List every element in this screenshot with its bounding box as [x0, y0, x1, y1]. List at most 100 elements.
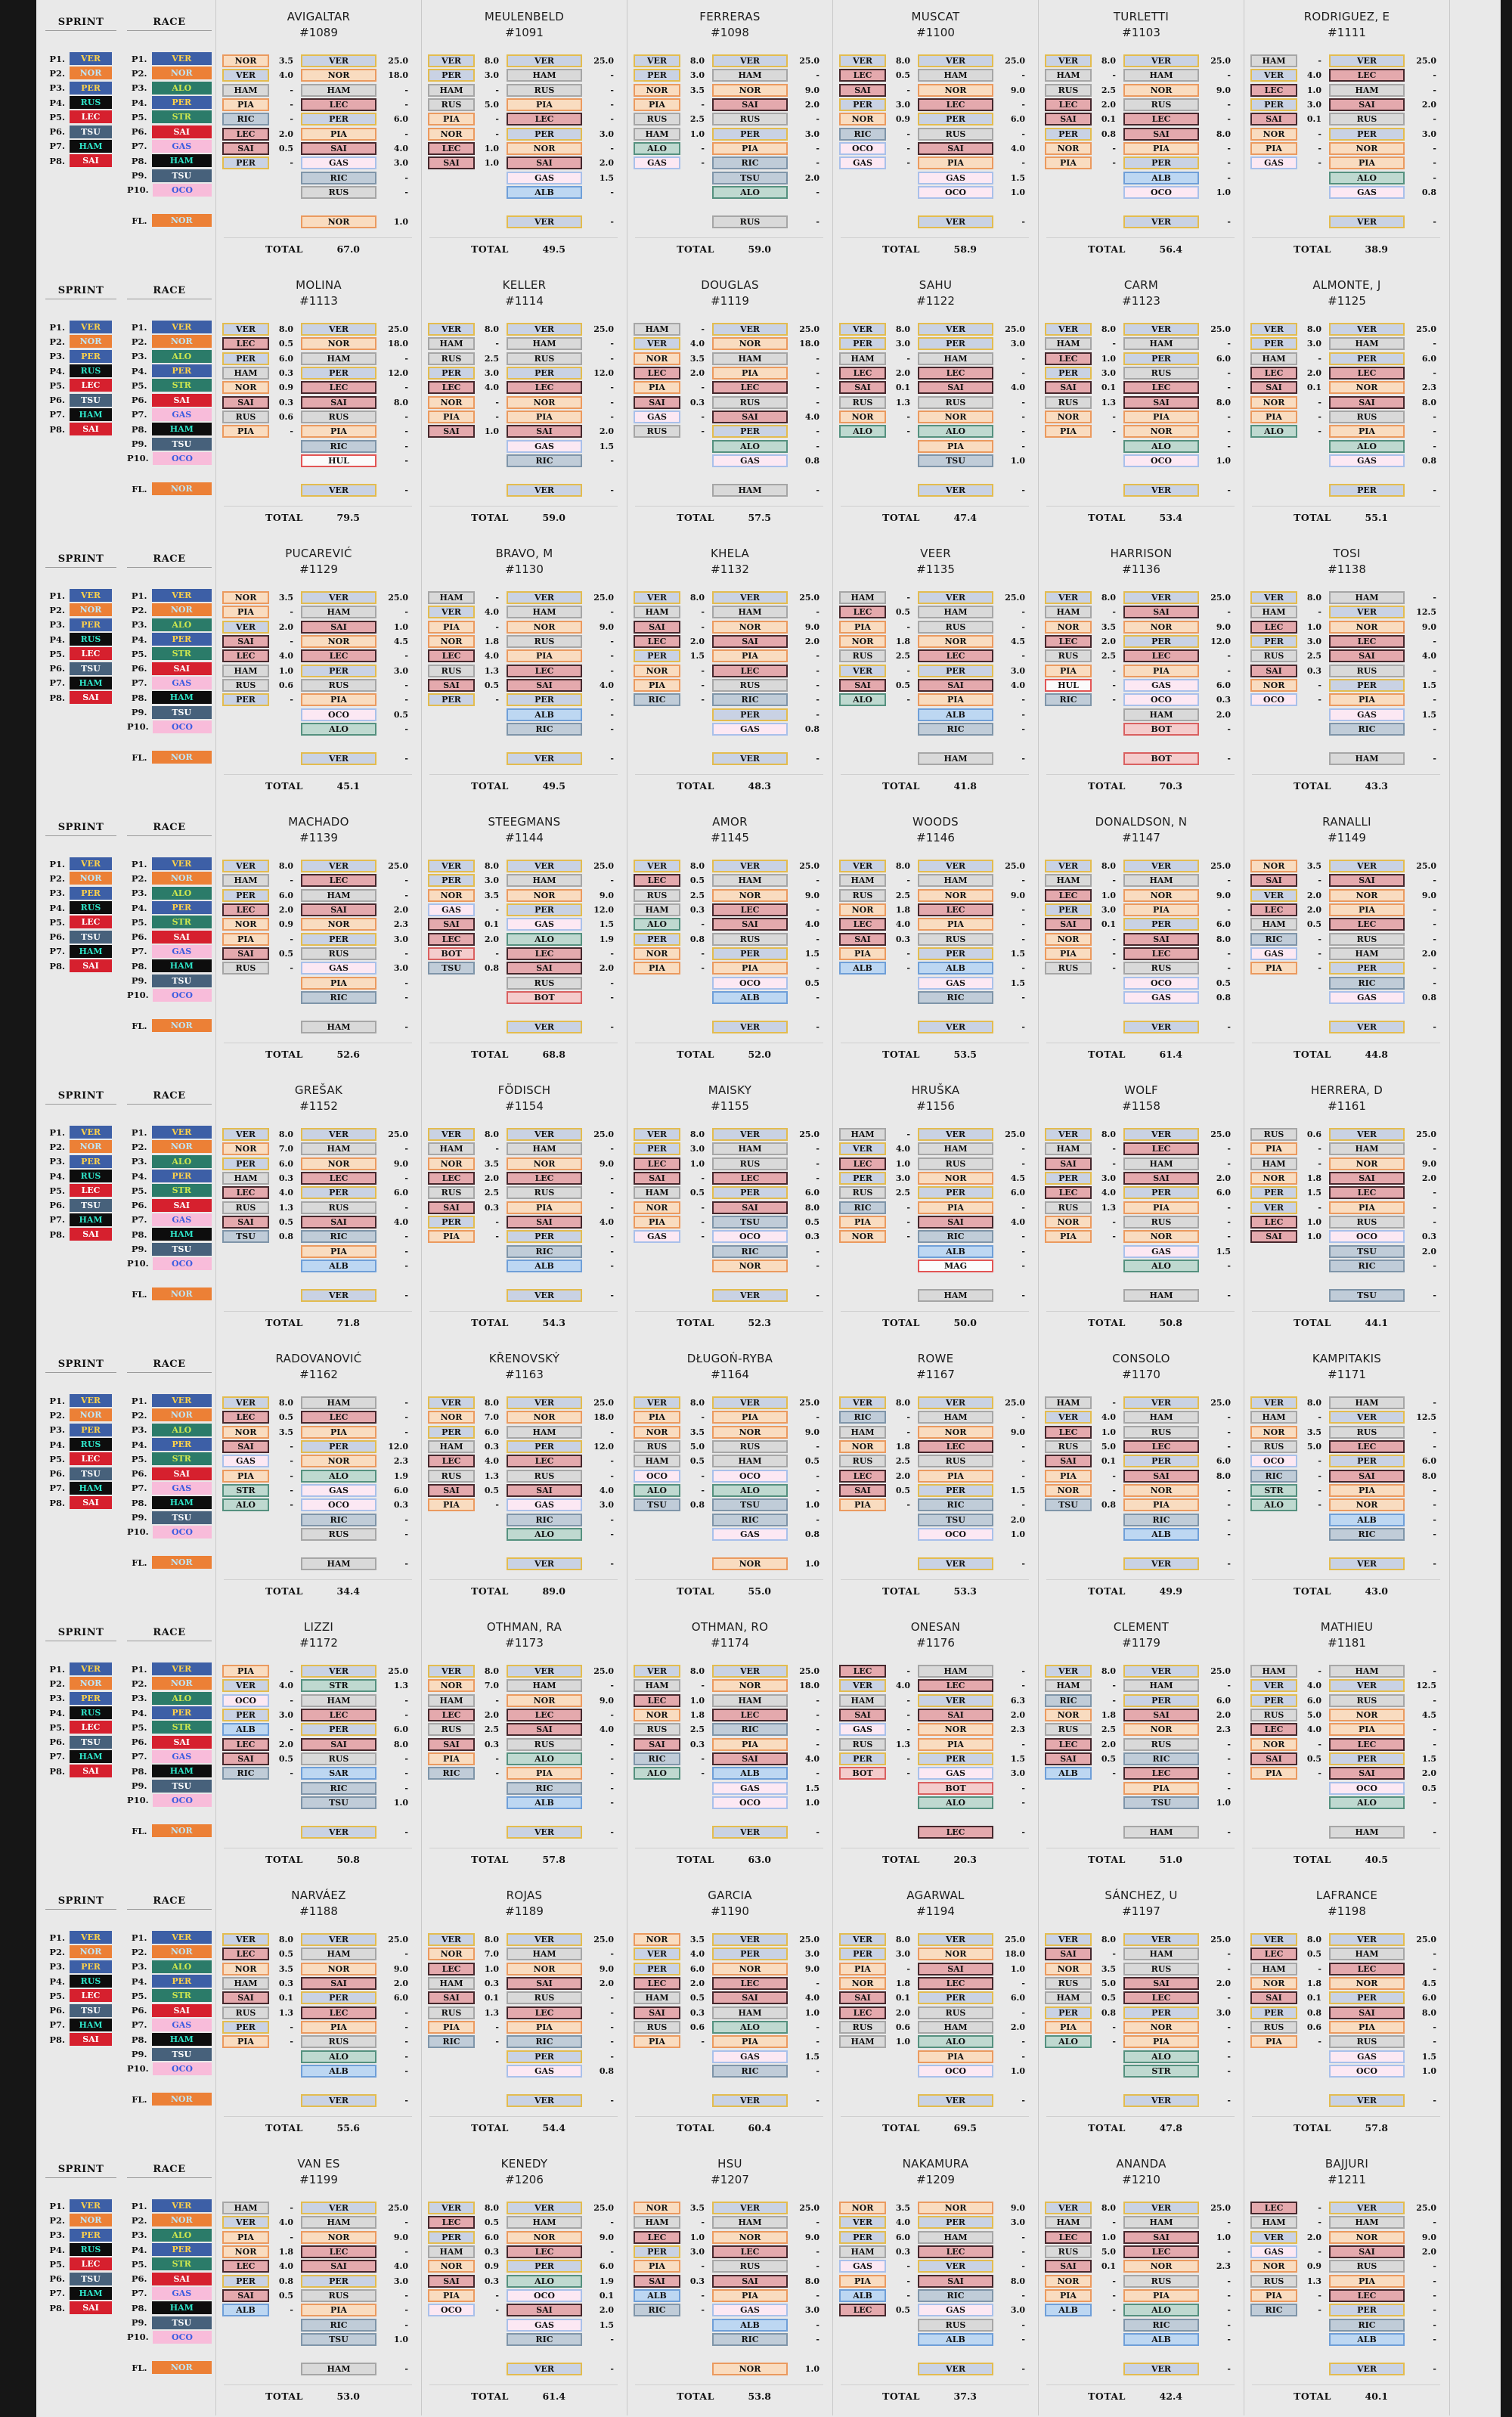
result-row: P4. RUS: [45, 1974, 116, 1988]
points-value: -: [816, 2037, 820, 2047]
points-value: -: [290, 695, 293, 705]
points-value: 18.0: [799, 339, 820, 349]
points-value: -: [404, 172, 408, 183]
position-label: P7.: [131, 2019, 147, 2031]
points-value: 2.0: [1010, 1514, 1025, 1525]
player-name: KELLER: [502, 278, 547, 292]
prediction-row: SAI -: [1250, 873, 1321, 888]
prediction-row: VER 25.0: [507, 2201, 614, 2215]
prediction-cell: ALB: [222, 1723, 269, 1737]
prediction-row: NOR -: [1250, 1737, 1321, 1751]
prediction-cell: VER: [1123, 1933, 1199, 1947]
points-value: -: [906, 1427, 910, 1437]
prediction-cell: LEC: [428, 141, 475, 155]
prediction-cell: NOR: [634, 664, 680, 677]
prediction-cell: ALO: [507, 932, 582, 946]
points-value: 25.0: [1005, 324, 1025, 335]
prediction-cell: ALB: [918, 708, 993, 721]
points-value: -: [404, 1291, 408, 1301]
prediction-row: LEC -: [1329, 2288, 1436, 2303]
total-label: TOTAL: [1294, 1317, 1331, 1328]
prediction-cell: PER: [1250, 98, 1297, 112]
prediction-row: NOR -: [1045, 141, 1116, 156]
points-value: -: [404, 1559, 408, 1570]
total-value: 63.0: [748, 1854, 771, 1865]
prediction-row: VER -: [918, 483, 1025, 497]
result-row: P8. HAM: [127, 1764, 212, 1778]
points-value: 1.0: [804, 2364, 820, 2375]
total-label: TOTAL: [265, 1854, 303, 1865]
prediction-row: RUS 5.0: [1045, 2245, 1116, 2259]
fastest-lap-prediction: VER -: [1123, 1020, 1231, 1034]
points-value: -: [404, 411, 408, 422]
prediction-row: VER 25.0: [301, 590, 408, 605]
result-cell: NOR: [151, 2361, 212, 2375]
points-value: 2.0: [1421, 1173, 1436, 1184]
prediction-row: PER 3.0: [222, 1708, 293, 1722]
points-value: -: [1021, 1681, 1025, 1691]
points-value: 9.0: [1216, 621, 1231, 632]
prediction-row: RUS -: [507, 634, 614, 649]
prediction-cell: PIA: [428, 1498, 475, 1512]
prediction-row: PER 12.0: [507, 366, 614, 380]
points-value: -: [610, 1144, 614, 1154]
points-value: 4.5: [1010, 1173, 1025, 1184]
prediction-cell: RIC: [712, 1723, 788, 1737]
prediction-cell: SAI: [712, 1201, 788, 1214]
prediction-row: PIA -: [839, 620, 910, 634]
prediction-cell: GAS: [428, 903, 475, 917]
prediction-row: VER -: [918, 2259, 1025, 2273]
prediction-cell: NOR: [918, 83, 993, 97]
position-label: P9.: [131, 1512, 147, 1523]
prediction-cell: SAI: [1123, 127, 1199, 141]
result-row: P3. ALO: [127, 618, 212, 632]
points-value: -: [404, 2007, 408, 2018]
prediction-row: PER 3.0: [839, 98, 910, 112]
prediction-cell: RIC: [222, 1767, 269, 1780]
prediction-row: PER 0.8: [1045, 126, 1116, 141]
prediction-row: PIA -: [301, 1425, 408, 1439]
points-value: 8.0: [689, 56, 705, 67]
points-value: 0.5: [1421, 1783, 1436, 1793]
position-label: P5.: [131, 111, 147, 122]
prediction-cell: SAI: [918, 381, 993, 395]
fastest-lap-prediction: LEC -: [918, 1825, 1025, 1839]
prediction-row: HAM 0.5: [712, 1454, 820, 1468]
prediction-cell: LEC: [712, 664, 788, 677]
points-value: -: [1318, 680, 1321, 690]
prediction-cell: PIA: [222, 932, 269, 946]
prediction-row: RUS -: [712, 2259, 820, 2273]
points-value: 0.3: [484, 1202, 499, 1213]
prediction-row: GAS 0.8: [1123, 990, 1231, 1005]
prediction-row: OCO 0.3: [301, 1498, 408, 1512]
points-value: -: [1433, 485, 1436, 496]
prediction-cell: PIA: [428, 410, 475, 423]
prediction-row: RIC -: [1250, 2303, 1321, 2317]
prediction-row: PER -: [712, 707, 820, 721]
result-row: P6. TSU: [45, 929, 116, 944]
prediction-row: NOR 9.0: [507, 2230, 614, 2245]
points-value: 1.8: [1306, 1173, 1321, 1184]
prediction-row: HAM 2.0: [918, 2020, 1025, 2034]
points-value: -: [1021, 607, 1025, 618]
position-label: P4.: [131, 1439, 147, 1450]
points-value: -: [610, 187, 614, 197]
points-value: -: [816, 143, 820, 153]
result-cell: PER: [151, 633, 212, 646]
prediction-row: SAI 8.0: [1329, 395, 1436, 409]
result-cell: NOR: [70, 1677, 112, 1690]
prediction-row: VER 25.0: [301, 2201, 408, 2215]
points-value: -: [610, 1202, 614, 1213]
prediction-cell: LEC: [634, 2230, 680, 2244]
prediction-cell: LEC: [1045, 1737, 1092, 1751]
prediction-row: HAM -: [1329, 1947, 1436, 1961]
points-value: -: [701, 1412, 705, 1423]
points-value: 3.5: [689, 85, 705, 95]
result-cell: NOR: [151, 2093, 212, 2106]
prediction-row: VER 25.0: [507, 322, 614, 336]
points-value: -: [1433, 1695, 1436, 1706]
result-cell: PER: [151, 1438, 212, 1452]
result-cell: PER: [151, 2243, 212, 2257]
points-value: -: [906, 665, 910, 676]
player-id: #1111: [1328, 26, 1366, 39]
